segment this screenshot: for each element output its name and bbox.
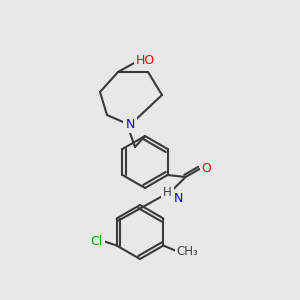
Text: Cl: Cl xyxy=(91,235,103,248)
Text: H: H xyxy=(163,187,172,200)
Text: O: O xyxy=(202,161,212,175)
Text: HO: HO xyxy=(135,53,154,67)
Text: N: N xyxy=(125,118,135,131)
Text: N: N xyxy=(174,191,183,205)
Text: CH₃: CH₃ xyxy=(176,245,198,258)
